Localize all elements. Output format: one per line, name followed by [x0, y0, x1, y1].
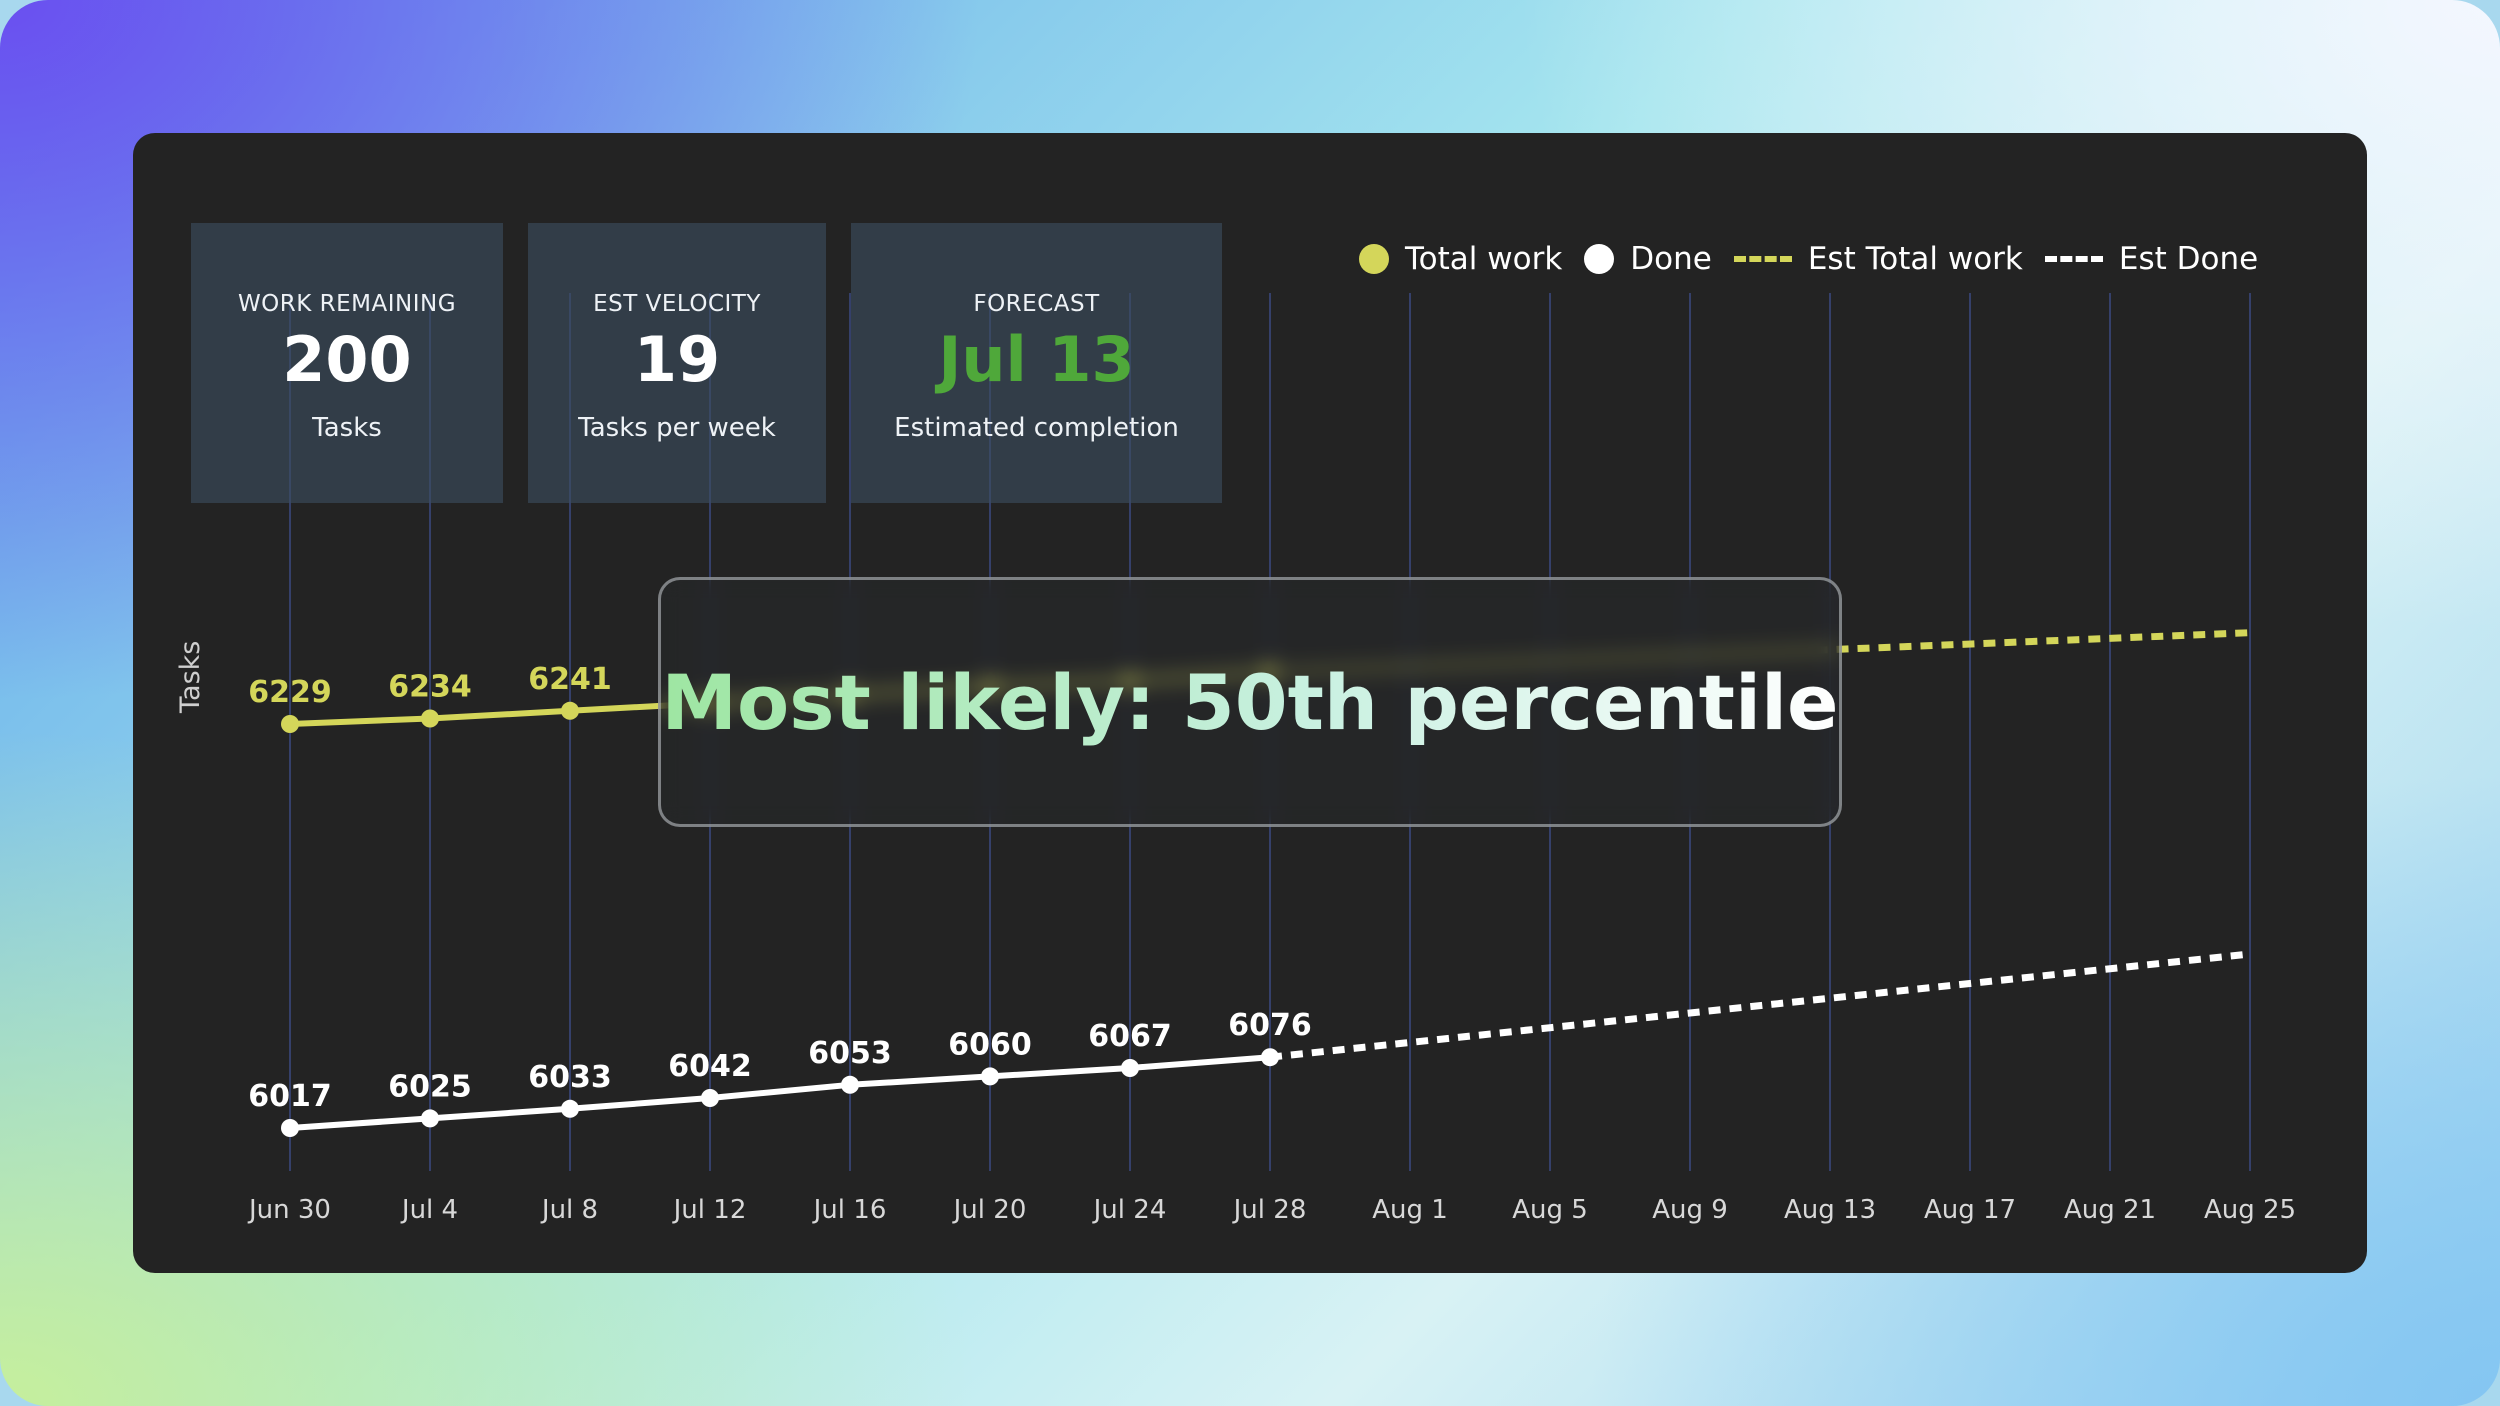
data-label-done: 6076 — [1228, 1008, 1312, 1043]
series-line-est-done — [1269, 950, 2251, 1061]
data-point-done — [421, 1109, 439, 1128]
stat-label: WORK REMAINING — [237, 291, 457, 317]
x-tick-label: Jul 12 — [672, 1195, 747, 1225]
percentile-overlay-card: Most likely: 50th percentile — [658, 577, 1842, 827]
data-label-done: 6017 — [248, 1079, 332, 1114]
data-point-total-work — [281, 715, 299, 733]
legend-dash-icon — [1733, 256, 1792, 262]
x-tick-label: Jul 4 — [400, 1195, 458, 1225]
x-tick-label: Jul 16 — [812, 1195, 887, 1225]
burnup-chart-panel: Jun 30 Jul 4 Jul 8 Jul 12 Jul 16 Jul 20 Jul 24… — [133, 133, 2367, 1273]
legend-item-done[interactable]: Done — [1584, 241, 1712, 277]
x-tick-label: Aug 17 — [1924, 1195, 2016, 1225]
legend-item-total-work[interactable]: Total work — [1359, 241, 1562, 277]
data-point-done — [1121, 1059, 1139, 1077]
stat-subtext: Tasks — [312, 413, 382, 443]
stat-label: EST VELOCITY — [593, 291, 761, 317]
data-point-done — [281, 1119, 299, 1137]
data-point-total-work — [421, 709, 439, 728]
data-label-done: 6060 — [948, 1027, 1032, 1062]
data-label-done: 6025 — [388, 1069, 472, 1104]
legend-dash-icon — [2044, 256, 2103, 262]
legend-label: Done — [1630, 241, 1712, 277]
x-tick-label: Jul 24 — [1092, 1195, 1167, 1225]
y-axis-label: Tasks — [175, 640, 206, 713]
stat-value: 200 — [282, 323, 412, 396]
legend-label: Est Done — [2118, 241, 2259, 277]
x-tick-label: Aug 21 — [2064, 1195, 2156, 1225]
stat-card-est-velocity: EST VELOCITY 19 Tasks per week — [528, 223, 826, 503]
data-label-done: 6067 — [1088, 1019, 1172, 1054]
legend-label: Est Total work — [1807, 241, 2023, 277]
legend-item-est-total-work[interactable]: Est Total work — [1733, 241, 2023, 277]
data-point-done — [561, 1099, 579, 1118]
data-point-done — [981, 1067, 999, 1086]
data-point-done — [701, 1089, 719, 1107]
data-label-done: 6033 — [528, 1060, 612, 1095]
x-tick-label: Jun 30 — [247, 1195, 331, 1225]
stat-value: Jul 13 — [938, 323, 1135, 396]
legend-dot-icon — [1359, 244, 1389, 274]
legend-dot-icon — [1584, 244, 1615, 274]
data-label-done: 6053 — [808, 1036, 892, 1071]
x-tick-label: Jul 8 — [540, 1195, 598, 1225]
percentile-overlay-text: Most likely: 50th percentile — [661, 657, 1839, 747]
stat-subtext: Estimated completion — [894, 413, 1179, 443]
x-tick-label: Aug 13 — [1784, 1195, 1876, 1225]
stat-card-work-remaining: WORK REMAINING 200 Tasks — [191, 223, 503, 503]
series-line-done — [287, 1054, 1273, 1131]
data-label-total-work: 6241 — [528, 662, 612, 697]
x-tick-label: Jul 28 — [1232, 1195, 1307, 1225]
x-tick-label: Aug 9 — [1652, 1195, 1728, 1225]
stat-card-forecast: FORECAST Jul 13 Estimated completion — [851, 223, 1222, 503]
stat-label: FORECAST — [973, 291, 1100, 317]
data-label-total-work: 6234 — [388, 670, 472, 705]
legend-item-est-done[interactable]: Est Done — [2044, 241, 2259, 277]
stat-subtext: Tasks per week — [578, 413, 776, 443]
x-tick-label: Aug 5 — [1512, 1195, 1588, 1225]
x-tick-label: Aug 25 — [2204, 1195, 2296, 1225]
stat-value: 19 — [633, 323, 721, 396]
x-tick-label: Aug 1 — [1372, 1195, 1448, 1225]
data-point-done — [841, 1075, 859, 1094]
legend-label: Total work — [1405, 241, 1563, 277]
data-label-total-work: 6229 — [248, 675, 332, 710]
chart-legend: Total work Done Est Total work Est Done — [1359, 233, 2280, 285]
data-label-done: 6042 — [668, 1049, 752, 1084]
data-point-total-work — [561, 701, 579, 720]
x-tick-label: Jul 20 — [952, 1195, 1027, 1225]
